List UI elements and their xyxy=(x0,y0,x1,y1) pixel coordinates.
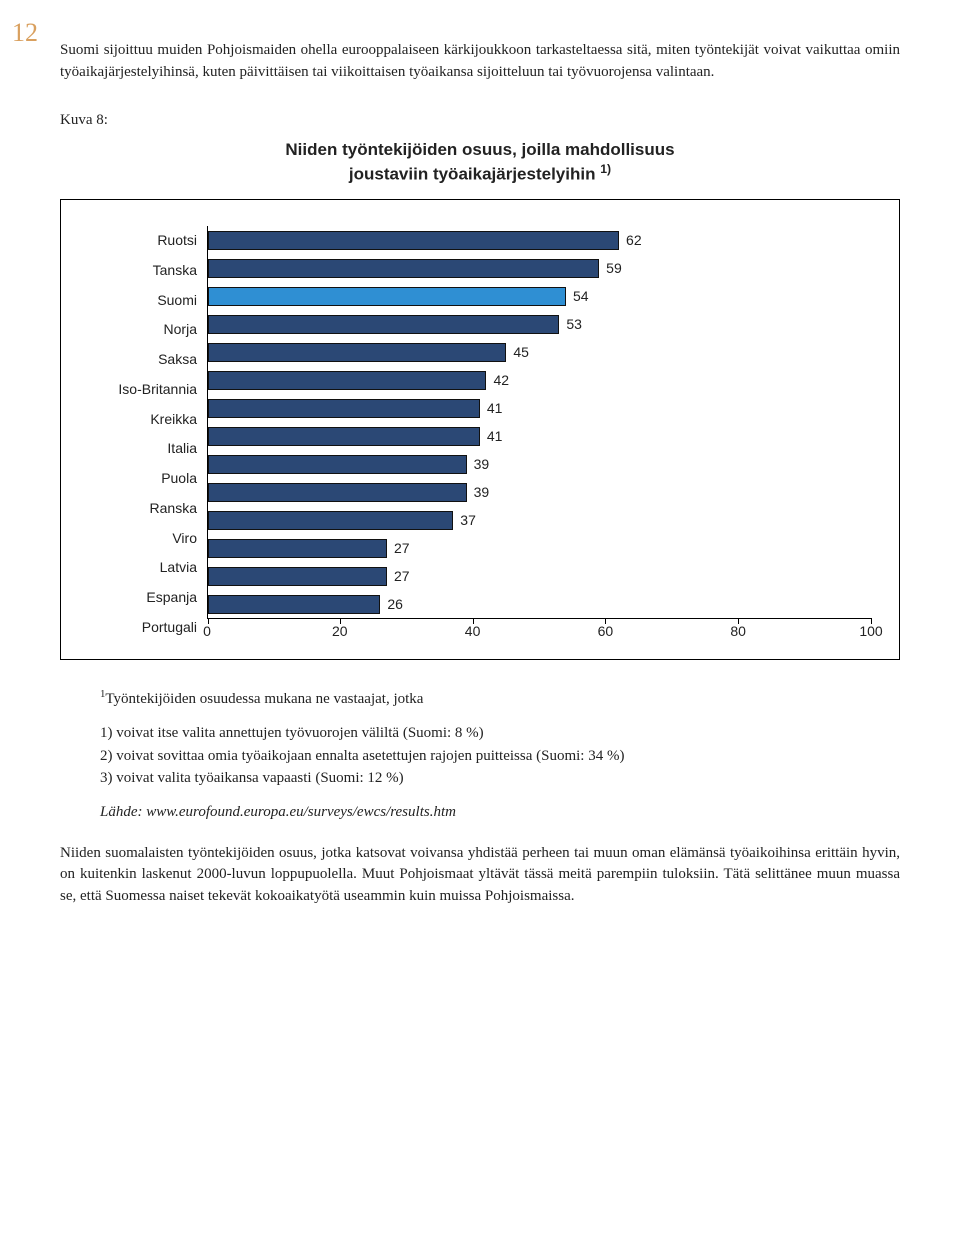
chart-bar: 37 xyxy=(208,511,453,530)
footnote-list: 1) voivat itse valita annettujen työvuor… xyxy=(100,722,900,790)
chart-category-label: Italia xyxy=(89,434,197,462)
source-line: Lähde: www.eurofound.europa.eu/surveys/e… xyxy=(100,804,900,821)
chart-bar-row: 27 xyxy=(208,534,871,562)
chart-bars: 6259545345424141393937272726 xyxy=(207,226,871,619)
chart-bar: 26 xyxy=(208,595,380,614)
chart-category-label: Ruotsi xyxy=(89,226,197,254)
chart-title-line1: Niiden työntekijöiden osuus, joilla mahd… xyxy=(285,140,674,159)
chart-bar-value: 42 xyxy=(493,372,509,388)
footnote-item: 1) voivat itse valita annettujen työvuor… xyxy=(100,722,900,745)
footnote-item: 2) voivat sovittaa omia työaikojaan enna… xyxy=(100,745,900,768)
chart-bar-value: 41 xyxy=(487,400,503,416)
chart-bar: 39 xyxy=(208,483,467,502)
chart-bar: 53 xyxy=(208,315,559,334)
chart-bar-value: 41 xyxy=(487,428,503,444)
chart-x-tick-label: 100 xyxy=(859,623,882,639)
intro-paragraph: Suomi sijoittuu muiden Pohjoismaiden ohe… xyxy=(60,40,900,84)
chart-bar: 42 xyxy=(208,371,486,390)
chart-bar-value: 39 xyxy=(474,484,490,500)
chart-bar-value: 54 xyxy=(573,288,589,304)
chart-bar-value: 62 xyxy=(626,232,642,248)
chart-bar-value: 37 xyxy=(460,512,476,528)
chart-bar-value: 27 xyxy=(394,568,410,584)
footnote-item: 3) voivat valita työaikansa vapaasti (Su… xyxy=(100,767,900,790)
chart-category-label: Kreikka xyxy=(89,405,197,433)
chart-bar-value: 45 xyxy=(513,344,529,360)
chart-category-label: Iso-Britannia xyxy=(89,375,197,403)
chart-bar: 41 xyxy=(208,427,480,446)
chart-bar: 41 xyxy=(208,399,480,418)
chart-bar-row: 41 xyxy=(208,422,871,450)
chart-bar: 59 xyxy=(208,259,599,278)
chart-category-label: Suomi xyxy=(89,286,197,314)
chart-bar-row: 59 xyxy=(208,254,871,282)
chart-bar-row: 41 xyxy=(208,394,871,422)
chart-x-tick-label: 0 xyxy=(203,623,211,639)
chart-bar-row: 27 xyxy=(208,562,871,590)
chart-x-tick-label: 40 xyxy=(465,623,481,639)
chart-bar-value: 39 xyxy=(474,456,490,472)
chart-title-line2-prefix: joustaviin työaikajärjestelyihin xyxy=(349,165,600,184)
chart-bar-row: 42 xyxy=(208,366,871,394)
chart-bar-row: 26 xyxy=(208,590,871,618)
chart-bar-value: 59 xyxy=(606,260,622,276)
chart-title: Niiden työntekijöiden osuus, joilla mahd… xyxy=(60,139,900,188)
chart-bar-row: 53 xyxy=(208,310,871,338)
chart-bar: 27 xyxy=(208,567,387,586)
chart-bar-row: 62 xyxy=(208,226,871,254)
chart-title-sup: 1) xyxy=(600,162,611,176)
chart-bar-row: 54 xyxy=(208,282,871,310)
chart-bar: 54 xyxy=(208,287,566,306)
chart-bar-row: 39 xyxy=(208,478,871,506)
chart-bar: 27 xyxy=(208,539,387,558)
chart-container: RuotsiTanskaSuomiNorjaSaksaIso-Britannia… xyxy=(60,199,900,660)
chart-category-label: Ranska xyxy=(89,494,197,522)
chart-bar: 39 xyxy=(208,455,467,474)
footnote-lead: 1Työntekijöiden osuudessa mukana ne vast… xyxy=(100,688,900,708)
chart-category-label: Saksa xyxy=(89,345,197,373)
figure-label: Kuva 8: xyxy=(60,112,900,129)
chart-category-label: Portugali xyxy=(89,613,197,641)
chart-x-ticks: 020406080100 xyxy=(207,619,871,641)
chart-category-label: Latvia xyxy=(89,553,197,581)
chart-bar: 62 xyxy=(208,231,619,250)
chart-category-label: Puola xyxy=(89,464,197,492)
chart-bar: 45 xyxy=(208,343,506,362)
footnote-text: Työntekijöiden osuudessa mukana ne vasta… xyxy=(105,691,423,707)
chart-bar-row: 45 xyxy=(208,338,871,366)
chart-x-tick-label: 80 xyxy=(730,623,746,639)
page-number: 12 xyxy=(12,18,38,48)
chart-bar-value: 53 xyxy=(566,316,582,332)
chart-category-label: Viro xyxy=(89,524,197,552)
chart-bar-row: 39 xyxy=(208,450,871,478)
chart-bar-value: 27 xyxy=(394,540,410,556)
chart-y-labels: RuotsiTanskaSuomiNorjaSaksaIso-Britannia… xyxy=(89,226,207,641)
chart-category-label: Espanja xyxy=(89,583,197,611)
chart-x-tick-label: 60 xyxy=(598,623,614,639)
chart-category-label: Tanska xyxy=(89,256,197,284)
chart-category-label: Norja xyxy=(89,315,197,343)
chart-x-tick-label: 20 xyxy=(332,623,348,639)
chart-bar-row: 37 xyxy=(208,506,871,534)
closing-paragraph: Niiden suomalaisten työntekijöiden osuus… xyxy=(60,843,900,908)
chart-bar-value: 26 xyxy=(387,596,403,612)
